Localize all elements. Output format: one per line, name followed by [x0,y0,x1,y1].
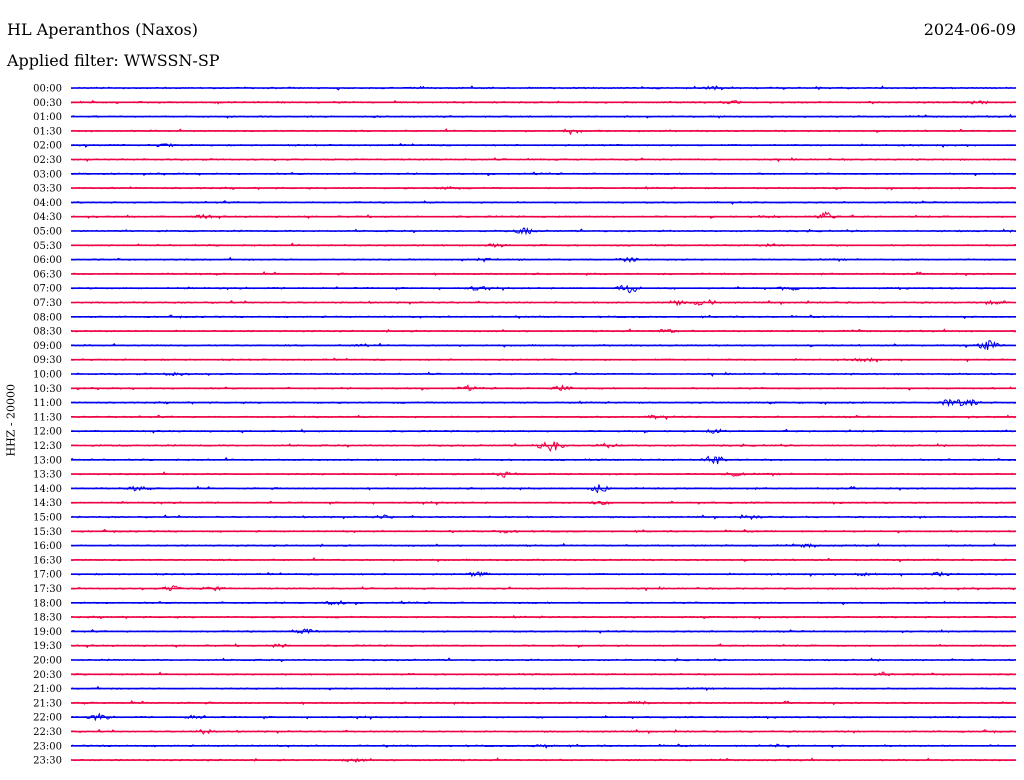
time-label: 10:00 [33,370,62,381]
record-date: 2024-06-09 [923,20,1016,39]
time-label: 18:30 [33,613,62,624]
time-label: 02:00 [33,141,62,152]
trace-line [70,211,1017,220]
time-label: 00:00 [33,84,62,95]
time-label: 11:00 [33,398,62,409]
time-label: 21:00 [33,684,62,695]
time-label: 05:00 [33,227,62,238]
time-label: 17:30 [33,584,62,595]
time-label: 08:30 [33,327,62,338]
time-label: 06:30 [33,269,62,280]
time-label: 19:30 [33,641,62,652]
time-label: 12:30 [33,441,62,452]
time-label: 07:00 [33,284,62,295]
time-label: 06:00 [33,255,62,266]
time-label: 08:00 [33,312,62,323]
time-label: 16:00 [33,541,62,552]
time-label: 11:30 [33,412,62,423]
time-label: 10:30 [33,384,62,395]
time-label: 20:00 [33,656,62,667]
time-label: 01:30 [33,126,62,137]
time-label: 21:30 [33,698,62,709]
time-label: 02:30 [33,155,62,166]
time-label: 18:00 [33,598,62,609]
time-label: 19:00 [33,627,62,638]
time-label: 12:00 [33,427,62,438]
trace-line [70,284,1017,294]
time-label: 14:30 [33,498,62,509]
time-label: 15:00 [33,513,62,524]
time-label: 22:00 [33,713,62,724]
time-label: 23:00 [33,741,62,752]
time-label: 03:00 [33,169,62,180]
time-label: 05:30 [33,241,62,252]
time-label: 22:30 [33,727,62,738]
time-label: 03:30 [33,184,62,195]
time-label: 15:30 [33,527,62,538]
time-label: 17:00 [33,570,62,581]
time-label: 13:00 [33,455,62,466]
filter-label: Applied filter: WWSSN-SP [7,51,220,70]
station-title: HL Aperanthos (Naxos) [7,20,198,39]
time-label: 13:30 [33,470,62,481]
time-label: 09:30 [33,355,62,366]
time-label: 20:30 [33,670,62,681]
time-label: 04:00 [33,198,62,209]
time-label: 16:30 [33,555,62,566]
time-label: 07:30 [33,298,62,309]
time-label: 01:00 [33,112,62,123]
time-label: 04:30 [33,212,62,223]
time-label: 09:00 [33,341,62,352]
time-label: 23:30 [33,756,62,767]
time-label: 00:30 [33,98,62,109]
time-label: 14:00 [33,484,62,495]
